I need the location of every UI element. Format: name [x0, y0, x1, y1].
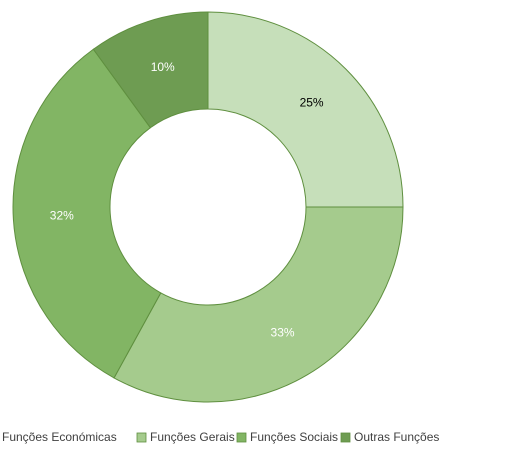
legend-label: Funções Económicas: [2, 430, 117, 444]
legend-marker: [136, 432, 147, 443]
legend-label: Outras Funções: [354, 430, 439, 444]
data-label: 25%: [300, 96, 324, 110]
data-label: 10%: [151, 60, 175, 74]
data-label: 33%: [271, 325, 295, 339]
donut-slice: [113, 206, 404, 403]
legend-label: Funções Sociais: [250, 430, 338, 444]
legend-marker: [236, 432, 247, 443]
donut-slice: [207, 11, 404, 208]
data-label: 32%: [50, 208, 74, 222]
legend-marker: [340, 432, 351, 443]
donut-slice: [92, 11, 209, 129]
donut-slice: [12, 48, 162, 379]
legend-label: Funções Gerais: [150, 430, 235, 444]
